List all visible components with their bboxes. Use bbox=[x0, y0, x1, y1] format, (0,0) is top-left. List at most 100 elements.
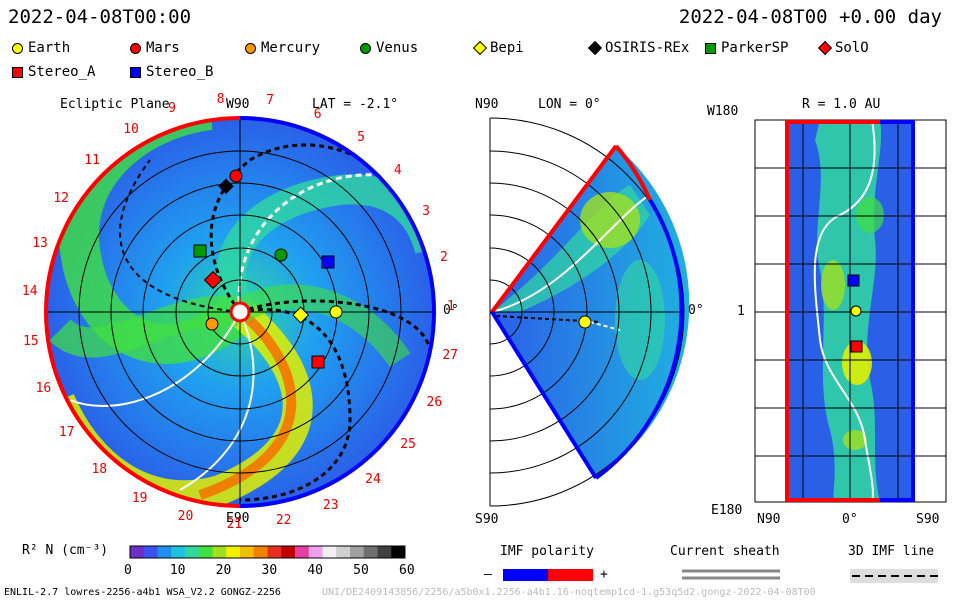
carrington-number: 25 bbox=[400, 437, 416, 453]
legend-label: Mars bbox=[146, 40, 180, 56]
colorbar-segment bbox=[267, 546, 282, 558]
stereo-b-marker-icon bbox=[130, 66, 141, 78]
colorbar-segment bbox=[185, 546, 200, 558]
ecliptic-plane-plot bbox=[43, 116, 437, 508]
imf-polarity-title: IMF polarity bbox=[500, 544, 594, 559]
carrington-number: 17 bbox=[58, 425, 75, 441]
colorbar-segment bbox=[336, 546, 351, 558]
imf-plus-label: + bbox=[600, 567, 608, 582]
colorbar-segment bbox=[226, 546, 241, 558]
sphere-stereo-b-marker bbox=[847, 274, 860, 287]
sphere-x-label-s90: S90 bbox=[916, 512, 940, 527]
colorbar-segment bbox=[240, 546, 255, 558]
colorbar-tick-label: 40 bbox=[307, 563, 323, 578]
sphere-mid-label: 1 bbox=[737, 304, 745, 319]
carrington-number: 2 bbox=[440, 250, 448, 266]
meridional-lon-label: LON = 0° bbox=[538, 97, 601, 112]
carrington-number: 21 bbox=[226, 516, 243, 532]
carrington-number: 12 bbox=[53, 191, 70, 207]
earth-marker bbox=[329, 305, 343, 319]
carrington-number: 6 bbox=[313, 106, 322, 122]
carrington-number: 15 bbox=[23, 333, 39, 349]
current-sheath-title: Current sheath bbox=[670, 544, 780, 559]
stereo-a-marker bbox=[311, 355, 325, 369]
legend-label: Stereo_B bbox=[146, 64, 214, 80]
footer-left: ENLIL-2.7 lowres-2256-a4b1 WSA_V2.2 GONG… bbox=[4, 587, 281, 598]
colorbar-segment bbox=[322, 546, 337, 558]
imf-line-title: 3D IMF line bbox=[848, 544, 935, 559]
stereo-a-marker-icon bbox=[12, 66, 23, 78]
colorbar bbox=[130, 546, 406, 558]
carrington-number: 3 bbox=[422, 204, 430, 219]
legend-label: Bepi bbox=[490, 40, 524, 56]
carrington-number: 14 bbox=[21, 284, 38, 300]
sphere-x-label-0: 0° bbox=[842, 512, 858, 527]
carrington-number: 20 bbox=[177, 509, 194, 525]
time-label-left: 2022-04-08T00:00 bbox=[8, 6, 192, 28]
osiris-rex-marker bbox=[218, 178, 234, 195]
legend-stereo-a: Stereo_A bbox=[12, 64, 95, 80]
sun-icon bbox=[229, 301, 251, 323]
parkersp-marker bbox=[193, 244, 207, 258]
carrington-number: 4 bbox=[393, 163, 402, 179]
sphere-e-label: E180 bbox=[711, 503, 743, 518]
legend-parkersp: ParkerSP bbox=[705, 40, 788, 56]
legend-mercury: Mercury bbox=[245, 40, 320, 56]
colorbar-segment bbox=[308, 546, 323, 558]
legend-stereo-b: Stereo_B bbox=[130, 64, 213, 80]
legend-label: SolO bbox=[835, 40, 869, 56]
carrington-number: 1 bbox=[446, 299, 455, 315]
legend-mars: Mars bbox=[130, 40, 180, 56]
colorbar-segment bbox=[377, 546, 392, 558]
imf-positive-bar bbox=[548, 569, 593, 581]
meridional-blue-boundary bbox=[490, 310, 598, 480]
colorbar-segment bbox=[281, 546, 296, 558]
imf-minus-label: – bbox=[484, 567, 492, 582]
colorbar-segment bbox=[350, 546, 365, 558]
legend-label: Venus bbox=[376, 40, 419, 56]
colorbar-segment bbox=[253, 546, 268, 558]
sphere-x-label-n90: N90 bbox=[757, 512, 781, 527]
colorbar-tick-label: 50 bbox=[353, 563, 369, 578]
ecliptic-bottom-label: E90 bbox=[226, 511, 250, 526]
sphere-earth-marker bbox=[850, 305, 862, 317]
carrington-number: 18 bbox=[91, 462, 108, 478]
ecliptic-negative-polarity-arc bbox=[43, 116, 241, 508]
carrington-number: 10 bbox=[123, 122, 139, 138]
carrington-number: 24 bbox=[365, 471, 381, 487]
legend-bepi: Bepi bbox=[472, 40, 524, 56]
solo-marker bbox=[203, 270, 223, 290]
meridional-red-boundary bbox=[490, 144, 618, 314]
ecliptic-lat-label: LAT = -2.1° bbox=[312, 97, 399, 112]
colorbar-segment bbox=[171, 546, 186, 558]
colorbar-segment bbox=[143, 546, 158, 558]
sphere-stereo-a-marker bbox=[850, 340, 863, 353]
colorbar-tick-label: 0 bbox=[124, 563, 132, 578]
sphere-title: R = 1.0 AU bbox=[802, 97, 881, 112]
colorbar-segment bbox=[157, 546, 172, 558]
carrington-number: 11 bbox=[84, 152, 100, 168]
colorbar-tick-label: 10 bbox=[169, 563, 186, 578]
colorbar-segment bbox=[198, 546, 213, 558]
sphere-w-label: W180 bbox=[707, 104, 739, 119]
carrington-number: 7 bbox=[266, 93, 274, 109]
colorbar-tick-label: 30 bbox=[261, 563, 278, 578]
ecliptic-positive-polarity-arc bbox=[239, 116, 437, 508]
parkersp-marker-icon bbox=[705, 42, 716, 54]
carrington-number: 26 bbox=[426, 395, 443, 411]
ecliptic-title: Ecliptic Plane bbox=[60, 97, 170, 112]
carrington-number: 23 bbox=[322, 497, 339, 513]
legend-solo: SolO bbox=[817, 40, 869, 56]
meridional-s-label: S90 bbox=[475, 512, 499, 527]
mercury-marker-icon bbox=[245, 42, 256, 54]
carrington-number: 19 bbox=[131, 490, 148, 506]
meridional-n-label: N90 bbox=[475, 97, 499, 112]
colorbar-segment bbox=[130, 546, 145, 558]
sphere-map-plot bbox=[754, 119, 947, 503]
venus-marker bbox=[274, 248, 288, 262]
mars-marker bbox=[229, 169, 243, 183]
legend-label: Stereo_A bbox=[28, 64, 96, 80]
legend-label: Mercury bbox=[261, 40, 321, 56]
ecliptic-right-label: 0° bbox=[443, 303, 459, 318]
